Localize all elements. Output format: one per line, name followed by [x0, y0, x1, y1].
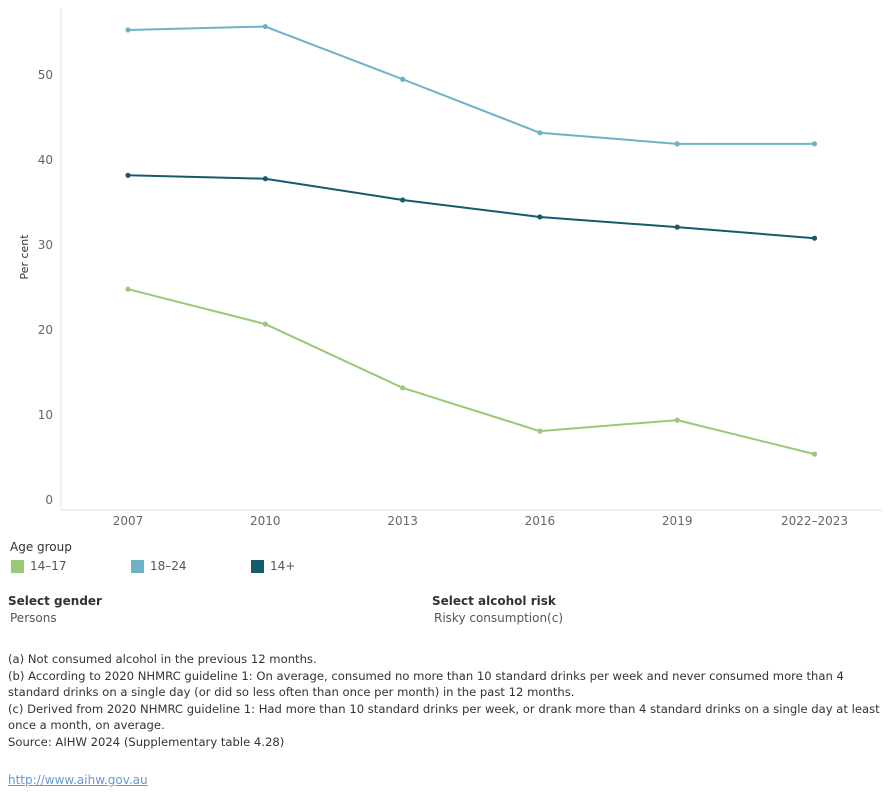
data-point[interactable]: [262, 176, 268, 182]
data-point[interactable]: [262, 23, 268, 30]
data-point[interactable]: [400, 197, 406, 203]
data-point[interactable]: [674, 141, 680, 147]
y-tick-label: 40: [38, 153, 53, 167]
risk-filter-label: Select alcohol risk: [432, 594, 556, 608]
data-point[interactable]: [811, 235, 818, 241]
y-tick-label: 50: [38, 68, 53, 82]
legend-item-18-24[interactable]: 18–24: [131, 558, 187, 574]
series-18-24: [125, 23, 818, 147]
series-14plus: [125, 172, 818, 241]
x-ticks: 2007 2010 2013 2016 2019 2022–2023: [113, 514, 848, 528]
y-tick-label: 20: [38, 323, 53, 337]
source-note: Source: AIHW 2024 (Supplementary table 4…: [8, 734, 285, 749]
y-tick-label: 0: [45, 493, 53, 507]
legend-label-14-17: 14–17: [30, 559, 67, 573]
data-point[interactable]: [674, 224, 680, 230]
legend-item-14-17[interactable]: 14–17: [11, 558, 67, 574]
legend-swatch-14-plus: [251, 559, 264, 573]
chart-axes: Per cent: [18, 8, 882, 511]
x-tick-label: 2007: [113, 514, 144, 528]
data-point[interactable]: [125, 286, 131, 292]
y-tick-label: 30: [38, 238, 53, 252]
series-line: [127, 288, 816, 456]
data-point[interactable]: [125, 27, 131, 33]
gender-filter-label: Select gender: [8, 594, 102, 608]
legend-item-14-plus[interactable]: 14+: [251, 558, 295, 574]
footnote-b: (b) According to 2020 NHMRC guideline 1:…: [8, 668, 844, 700]
footnotes: (a) Not consumed alcohol in the previous…: [8, 651, 883, 750]
series-14-17: [125, 286, 818, 457]
data-point[interactable]: [811, 141, 818, 147]
data-point[interactable]: [674, 417, 680, 423]
series-layer: [125, 23, 818, 457]
y-axis-title: Per cent: [18, 234, 31, 280]
legend-label-14-plus: 14+: [270, 559, 296, 573]
data-point[interactable]: [400, 385, 406, 391]
data-point[interactable]: [811, 451, 818, 457]
line-chart: Per cent 0 10 20 30 40 50 2007 2010 2013 2016 201…: [18, 8, 882, 528]
series-line: [127, 174, 816, 240]
x-tick-label: 2019: [662, 514, 693, 528]
legend-swatch-14-17: [11, 559, 24, 573]
gender-filter-value[interactable]: Persons: [10, 611, 57, 625]
aihw-link[interactable]: http://www.aihw.gov.au: [8, 773, 148, 787]
legend-swatch-18-24: [131, 559, 144, 573]
series-line: [127, 25, 816, 145]
x-tick-label: 2013: [387, 514, 418, 528]
data-point[interactable]: [262, 321, 268, 327]
legend-label-18-24: 18–24: [150, 559, 187, 573]
x-tick-label: 2010: [250, 514, 281, 528]
data-point[interactable]: [400, 76, 406, 82]
y-tick-label: 10: [38, 408, 53, 422]
footnote-a: (a) Not consumed alcohol in the previous…: [8, 652, 317, 666]
y-ticks: 0 10 20 30 40 50: [38, 68, 53, 507]
data-point[interactable]: [537, 130, 543, 136]
risk-filter-value[interactable]: Risky consumption(c): [434, 611, 564, 625]
x-tick-label: 2016: [525, 514, 556, 528]
data-point[interactable]: [125, 172, 131, 178]
legend-title: Age group: [10, 540, 72, 554]
x-tick-label: 2022–2023: [781, 514, 848, 528]
data-point[interactable]: [537, 214, 543, 220]
footnote-c: (c) Derived from 2020 NHMRC guideline 1:…: [8, 701, 880, 733]
data-point[interactable]: [537, 428, 543, 434]
